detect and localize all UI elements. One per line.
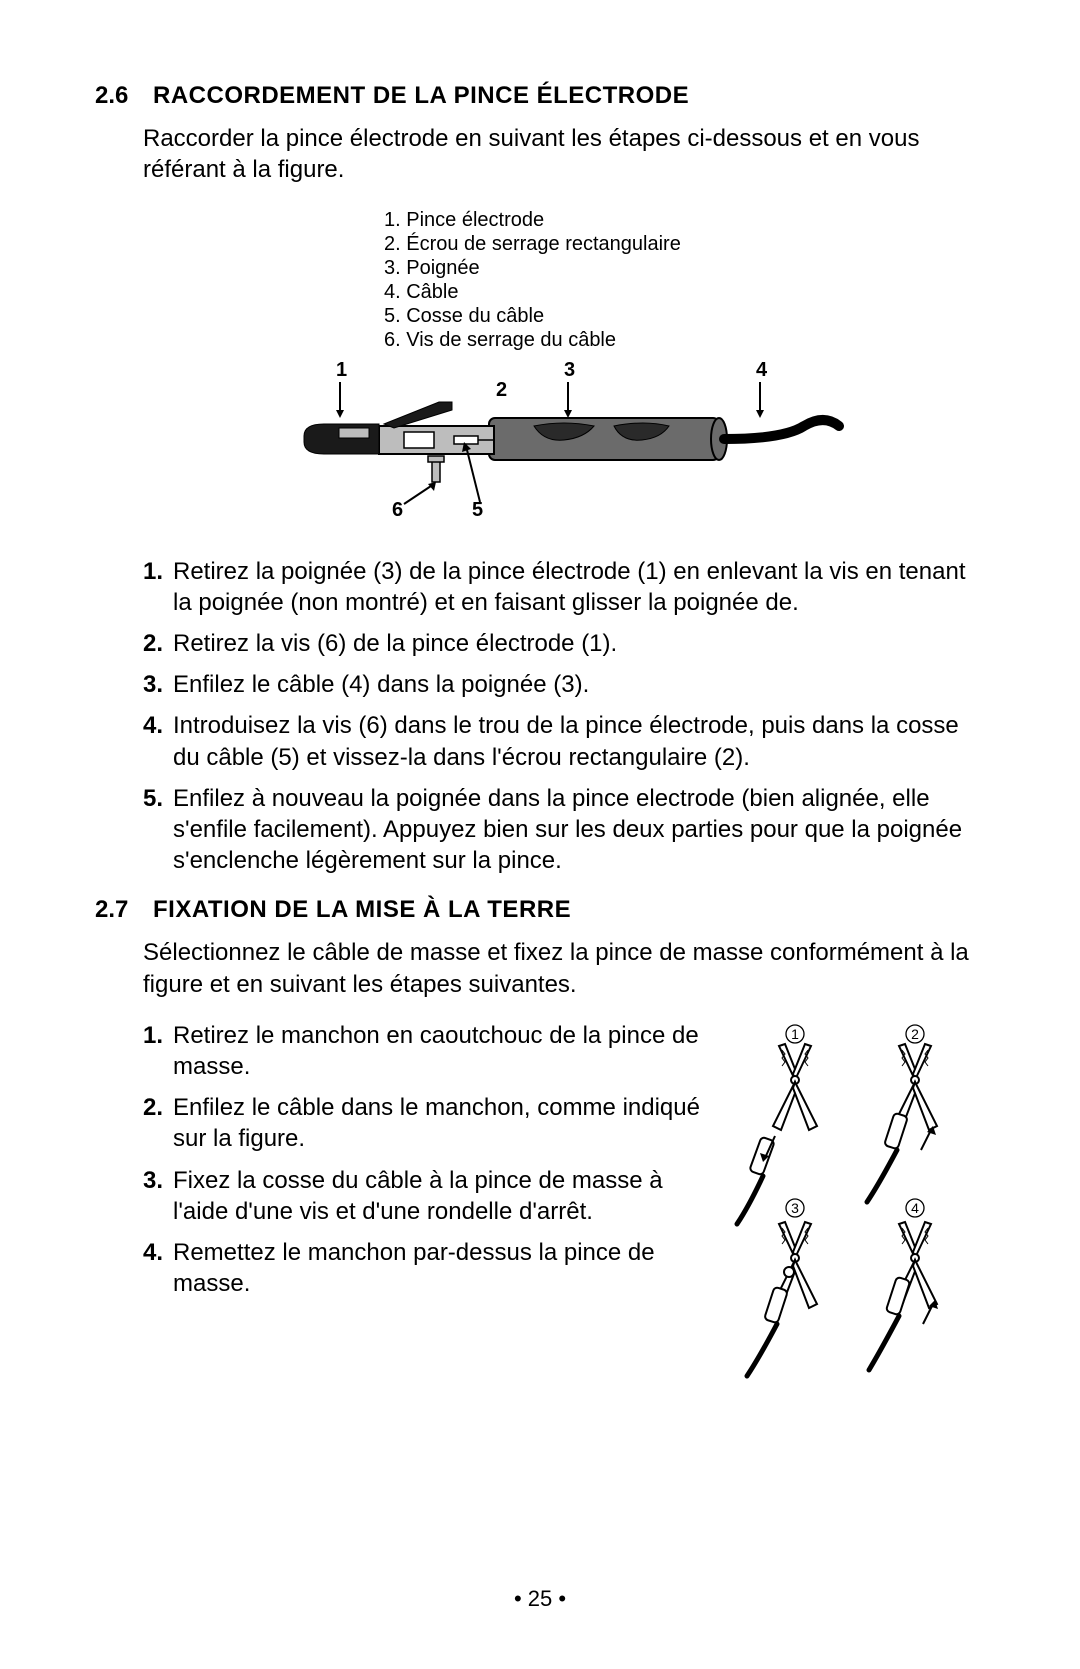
step-text: Enfilez le câble dans le manchon, comme …: [173, 1092, 705, 1154]
step-text: Retirez la poignée (3) de la pince élect…: [173, 556, 985, 618]
section27-intro: Sélectionnez le câble de masse et fixez …: [143, 937, 985, 999]
fig27-c3: 3: [791, 1200, 799, 1216]
figure-27: 1 2 3 4: [725, 1020, 985, 1388]
step-text: Retirez la vis (6) de la pince électrode…: [173, 628, 985, 659]
callout-2: 2: [496, 379, 507, 401]
section26-steps: 1. Retirez la poignée (3) de la pince él…: [143, 556, 985, 877]
step-num: 1.: [143, 556, 173, 618]
fig27-c2: 2: [911, 1026, 919, 1042]
step-text: Enfilez à nouveau la poignée dans la pin…: [173, 783, 985, 877]
step-text: Remettez le manchon par-dessus la pince …: [173, 1237, 705, 1299]
section-number: 2.7: [95, 894, 153, 925]
fig27-c4: 4: [911, 1200, 919, 1216]
legend-4: 4. Câble: [384, 281, 459, 303]
step-num: 3.: [143, 1165, 173, 1227]
step-text: Enfilez le câble (4) dans la poignée (3)…: [173, 669, 985, 700]
legend-2: 2. Écrou de serrage rectangulaire: [384, 232, 681, 255]
lever: [384, 402, 452, 428]
page-number: • 25 •: [0, 1585, 1080, 1614]
callout-5: 5: [472, 499, 483, 521]
step-num: 2.: [143, 1092, 173, 1154]
step-text: Introduisez la vis (6) dans le trou de l…: [173, 710, 985, 772]
step-num: 5.: [143, 783, 173, 877]
section26-intro: Raccorder la pince électrode en suivant …: [143, 123, 985, 185]
step-text: Fixez la cosse du câble à la pince de ma…: [173, 1165, 705, 1227]
section-title: RACCORDEMENT DE LA PINCE ÉLECTRODE: [153, 80, 689, 111]
clamp-step3: [747, 1222, 817, 1376]
cable: [724, 420, 839, 439]
step-item: 4. Remettez le manchon par-dessus la pin…: [143, 1237, 705, 1299]
callout-3: 3: [564, 359, 575, 381]
callout-4: 4: [756, 359, 768, 381]
screw: [432, 460, 440, 482]
step-num: 4.: [143, 710, 173, 772]
step-item: 2. Retirez la vis (6) de la pince électr…: [143, 628, 985, 659]
callout-6: 6: [392, 499, 403, 521]
legend-5: 5. Cosse du câble: [384, 305, 544, 327]
fig27-c1: 1: [791, 1026, 799, 1042]
callout-1: 1: [336, 359, 347, 381]
clamp-step1: [737, 1044, 817, 1224]
legend-6: 6. Vis de serrage du câble: [384, 329, 616, 351]
handle-shape: [489, 418, 719, 460]
step-item: 3. Enfilez le câble (4) dans la poignée …: [143, 669, 985, 700]
section-heading-27: 2.7 FIXATION DE LA MISE À LA TERRE: [95, 894, 985, 925]
cable-lug: [454, 436, 478, 444]
step-num: 2.: [143, 628, 173, 659]
figure-26: 1. Pince électrode 2. Écrou de serrage r…: [143, 206, 985, 526]
step-item: 2. Enfilez le câble dans le manchon, com…: [143, 1092, 705, 1154]
step-num: 4.: [143, 1237, 173, 1299]
clamp-step4: [869, 1222, 938, 1370]
step-item: 4. Introduisez la vis (6) dans le trou d…: [143, 710, 985, 772]
step-item: 3. Fixez la cosse du câble à la pince de…: [143, 1165, 705, 1227]
section-number: 2.6: [95, 80, 153, 111]
legend-1: 1. Pince électrode: [384, 209, 544, 231]
clamp-step2: [867, 1044, 937, 1202]
step-item: 1. Retirez la poignée (3) de la pince él…: [143, 556, 985, 618]
step-item: 1. Retirez le manchon en caoutchouc de l…: [143, 1020, 705, 1082]
step-num: 1.: [143, 1020, 173, 1082]
legend-3: 3. Poignée: [384, 257, 480, 279]
section27-steps: 1. Retirez le manchon en caoutchouc de l…: [143, 1020, 705, 1310]
step-text: Retirez le manchon en caoutchouc de la p…: [173, 1020, 705, 1082]
section-heading-26: 2.6 RACCORDEMENT DE LA PINCE ÉLECTRODE: [95, 80, 985, 111]
step-num: 3.: [143, 669, 173, 700]
step-item: 5. Enfilez à nouveau la poignée dans la …: [143, 783, 985, 877]
section-title: FIXATION DE LA MISE À LA TERRE: [153, 894, 571, 925]
